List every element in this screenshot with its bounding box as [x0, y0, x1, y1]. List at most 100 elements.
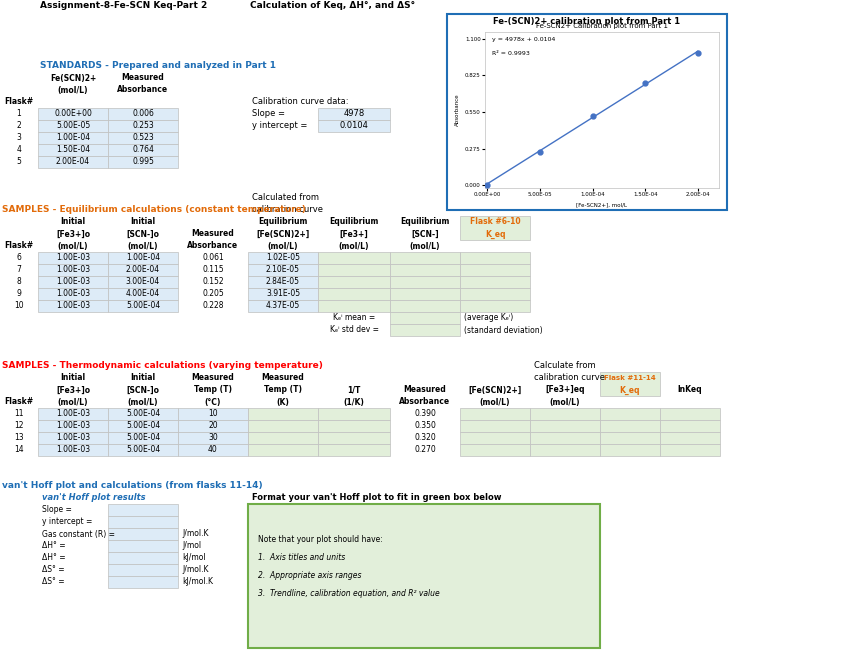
- Bar: [390, 264, 460, 276]
- Bar: [390, 288, 460, 300]
- Bar: [38, 408, 108, 420]
- Bar: [108, 300, 178, 312]
- Bar: [390, 300, 460, 312]
- Text: 0.228: 0.228: [203, 301, 224, 311]
- Text: R² = 0.9993: R² = 0.9993: [492, 51, 530, 56]
- Text: ΔS° =: ΔS° =: [42, 578, 65, 586]
- Text: 4.00E-04: 4.00E-04: [126, 289, 160, 299]
- Bar: [600, 444, 660, 456]
- Text: 0.152: 0.152: [203, 277, 224, 287]
- Text: 1.  Axis titles and units: 1. Axis titles and units: [258, 554, 345, 562]
- Bar: [38, 276, 108, 288]
- Text: (mol/L): (mol/L): [479, 398, 511, 406]
- Text: 0.390: 0.390: [414, 410, 436, 418]
- Text: Fe(SCN)2+: Fe(SCN)2+: [50, 73, 96, 83]
- Text: (mol/L): (mol/L): [57, 241, 89, 251]
- Text: (mol/L): (mol/L): [409, 241, 441, 251]
- Text: (°C): (°C): [205, 398, 221, 406]
- Text: (mol/L): (mol/L): [127, 398, 159, 406]
- Text: kJ/mol.K: kJ/mol.K: [182, 578, 213, 586]
- Bar: [530, 420, 600, 432]
- Bar: [460, 300, 530, 312]
- Text: (mol/L): (mol/L): [127, 241, 159, 251]
- Text: K_eq: K_eq: [484, 229, 506, 239]
- Title: Fe-SCN2+ Calibration plot from Part 1: Fe-SCN2+ Calibration plot from Part 1: [536, 23, 668, 29]
- Text: calibration curve: calibration curve: [252, 205, 323, 215]
- Text: y intercept =: y intercept =: [252, 121, 307, 131]
- Text: 3: 3: [17, 133, 21, 143]
- Bar: [248, 276, 318, 288]
- Text: [Fe3+]: [Fe3+]: [339, 229, 368, 239]
- Bar: [38, 264, 108, 276]
- Text: Flask#: Flask#: [4, 97, 34, 107]
- Bar: [460, 408, 530, 420]
- Text: Absorbance: Absorbance: [187, 241, 239, 251]
- Text: (mol/L): (mol/L): [57, 398, 89, 406]
- Text: 5.00E-04: 5.00E-04: [126, 446, 160, 454]
- Text: 0.253: 0.253: [133, 121, 154, 131]
- Bar: [38, 444, 108, 456]
- Text: 10: 10: [208, 410, 218, 418]
- Bar: [108, 120, 178, 132]
- Text: Initial: Initial: [61, 374, 85, 382]
- Text: Note that your plot should have:: Note that your plot should have:: [258, 536, 382, 544]
- Text: (K): (K): [277, 398, 289, 406]
- Bar: [318, 252, 390, 264]
- Bar: [108, 576, 178, 588]
- X-axis label: [Fe-SCN2+], mol/L: [Fe-SCN2+], mol/L: [576, 203, 627, 207]
- Text: kJ/mol: kJ/mol: [182, 554, 206, 562]
- Text: Absorbance: Absorbance: [117, 85, 169, 95]
- Bar: [108, 552, 178, 564]
- Text: Initial: Initial: [61, 217, 85, 227]
- Text: 5.00E-04: 5.00E-04: [126, 301, 160, 311]
- Text: van't Hoff plot and calculations (from flasks 11-14): van't Hoff plot and calculations (from f…: [2, 482, 262, 490]
- Bar: [318, 444, 390, 456]
- Text: [SCN-]: [SCN-]: [411, 229, 439, 239]
- Bar: [318, 432, 390, 444]
- Bar: [390, 276, 460, 288]
- Text: 3.  Trendline, calibration equation, and R² value: 3. Trendline, calibration equation, and …: [258, 590, 440, 598]
- Text: 40: 40: [208, 446, 218, 454]
- Text: 1.00E-03: 1.00E-03: [56, 422, 90, 430]
- Text: K_eq: K_eq: [619, 386, 641, 395]
- Bar: [108, 276, 178, 288]
- Text: J/mol.K: J/mol.K: [182, 566, 208, 574]
- Text: Format your van't Hoff plot to fit in green box below: Format your van't Hoff plot to fit in gr…: [252, 494, 501, 502]
- Bar: [318, 120, 390, 132]
- Bar: [108, 156, 178, 168]
- Text: ΔH° =: ΔH° =: [42, 554, 66, 562]
- Bar: [530, 408, 600, 420]
- Text: 9: 9: [17, 289, 21, 299]
- Text: [SCN-]o: [SCN-]o: [127, 229, 160, 239]
- Text: 8: 8: [17, 277, 21, 287]
- Text: Calculate from: Calculate from: [534, 362, 596, 370]
- Bar: [248, 444, 318, 456]
- Text: 6: 6: [17, 253, 21, 263]
- Text: 5.00E-04: 5.00E-04: [126, 434, 160, 442]
- Text: 5.00E-05: 5.00E-05: [56, 121, 90, 131]
- Bar: [108, 264, 178, 276]
- Bar: [248, 432, 318, 444]
- Text: 1.50E-04: 1.50E-04: [56, 145, 90, 155]
- Bar: [38, 132, 108, 144]
- Text: 1.00E-03: 1.00E-03: [56, 410, 90, 418]
- Bar: [460, 420, 530, 432]
- Text: 14: 14: [14, 446, 24, 454]
- Bar: [530, 432, 600, 444]
- Bar: [108, 540, 178, 552]
- Text: (1/K): (1/K): [344, 398, 365, 406]
- Text: SAMPLES - Thermodynamic calculations (varying temperature): SAMPLES - Thermodynamic calculations (va…: [2, 362, 323, 370]
- Bar: [38, 420, 108, 432]
- Text: 2: 2: [17, 121, 21, 131]
- Bar: [318, 264, 390, 276]
- Text: 1.00E-03: 1.00E-03: [56, 446, 90, 454]
- Text: calibration curve: calibration curve: [534, 374, 605, 382]
- Bar: [600, 432, 660, 444]
- Text: SAMPLES - Equilibrium calculations (constant temperature): SAMPLES - Equilibrium calculations (cons…: [2, 205, 306, 215]
- Bar: [108, 432, 178, 444]
- Text: 2.10E-05: 2.10E-05: [266, 265, 300, 275]
- Text: 0.205: 0.205: [202, 289, 224, 299]
- Bar: [38, 432, 108, 444]
- Text: Measured: Measured: [192, 374, 235, 382]
- Text: 1.00E-03: 1.00E-03: [56, 434, 90, 442]
